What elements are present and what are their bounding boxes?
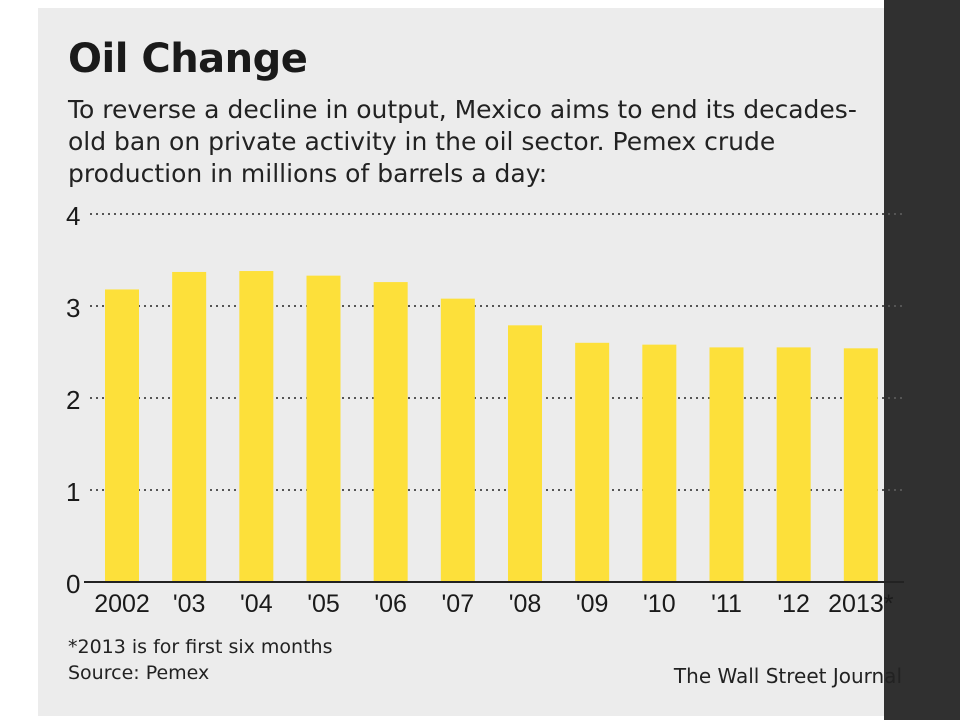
x-tick-label: '12: [777, 590, 810, 618]
x-tick-label: '11: [711, 590, 742, 618]
x-tick-label: '07: [442, 590, 475, 618]
chart-subtitle: To reverse a decline in output, Mexico a…: [68, 95, 857, 188]
y-tick-label: 4: [66, 201, 80, 231]
bar: [373, 282, 408, 582]
x-tick-label: '10: [643, 590, 676, 618]
x-tick-label: '08: [509, 590, 542, 618]
publisher-credit: The Wall Street Journal: [673, 664, 902, 688]
y-tick-label: 1: [66, 477, 80, 507]
y-tick-label: 2: [66, 385, 80, 415]
chart-title: Oil Change: [68, 36, 308, 82]
bar: [843, 348, 878, 582]
y-tick-label: 0: [66, 569, 80, 599]
bar: [642, 344, 677, 582]
y-tick-label: 3: [66, 293, 80, 323]
x-tick-label: '09: [576, 590, 609, 618]
x-tick-label: '05: [307, 590, 340, 618]
x-tick-label: '06: [374, 590, 407, 618]
bar: [440, 298, 475, 582]
dark-side-strip: [884, 0, 960, 720]
bar: [508, 325, 542, 582]
bar: [306, 275, 341, 582]
footnote: *2013 is for first six months: [68, 636, 333, 658]
x-tick-label: '03: [173, 590, 206, 618]
x-tick-label: 2013*: [828, 590, 894, 618]
bar: [105, 289, 139, 582]
bar: [172, 271, 207, 582]
bar: [239, 271, 274, 582]
bar: [575, 342, 610, 582]
source-note: Source: Pemex: [68, 662, 210, 684]
bar: [776, 347, 811, 582]
bar: [709, 347, 744, 582]
x-tick-label: '04: [240, 590, 273, 618]
x-tick-label: 2002: [94, 590, 150, 618]
